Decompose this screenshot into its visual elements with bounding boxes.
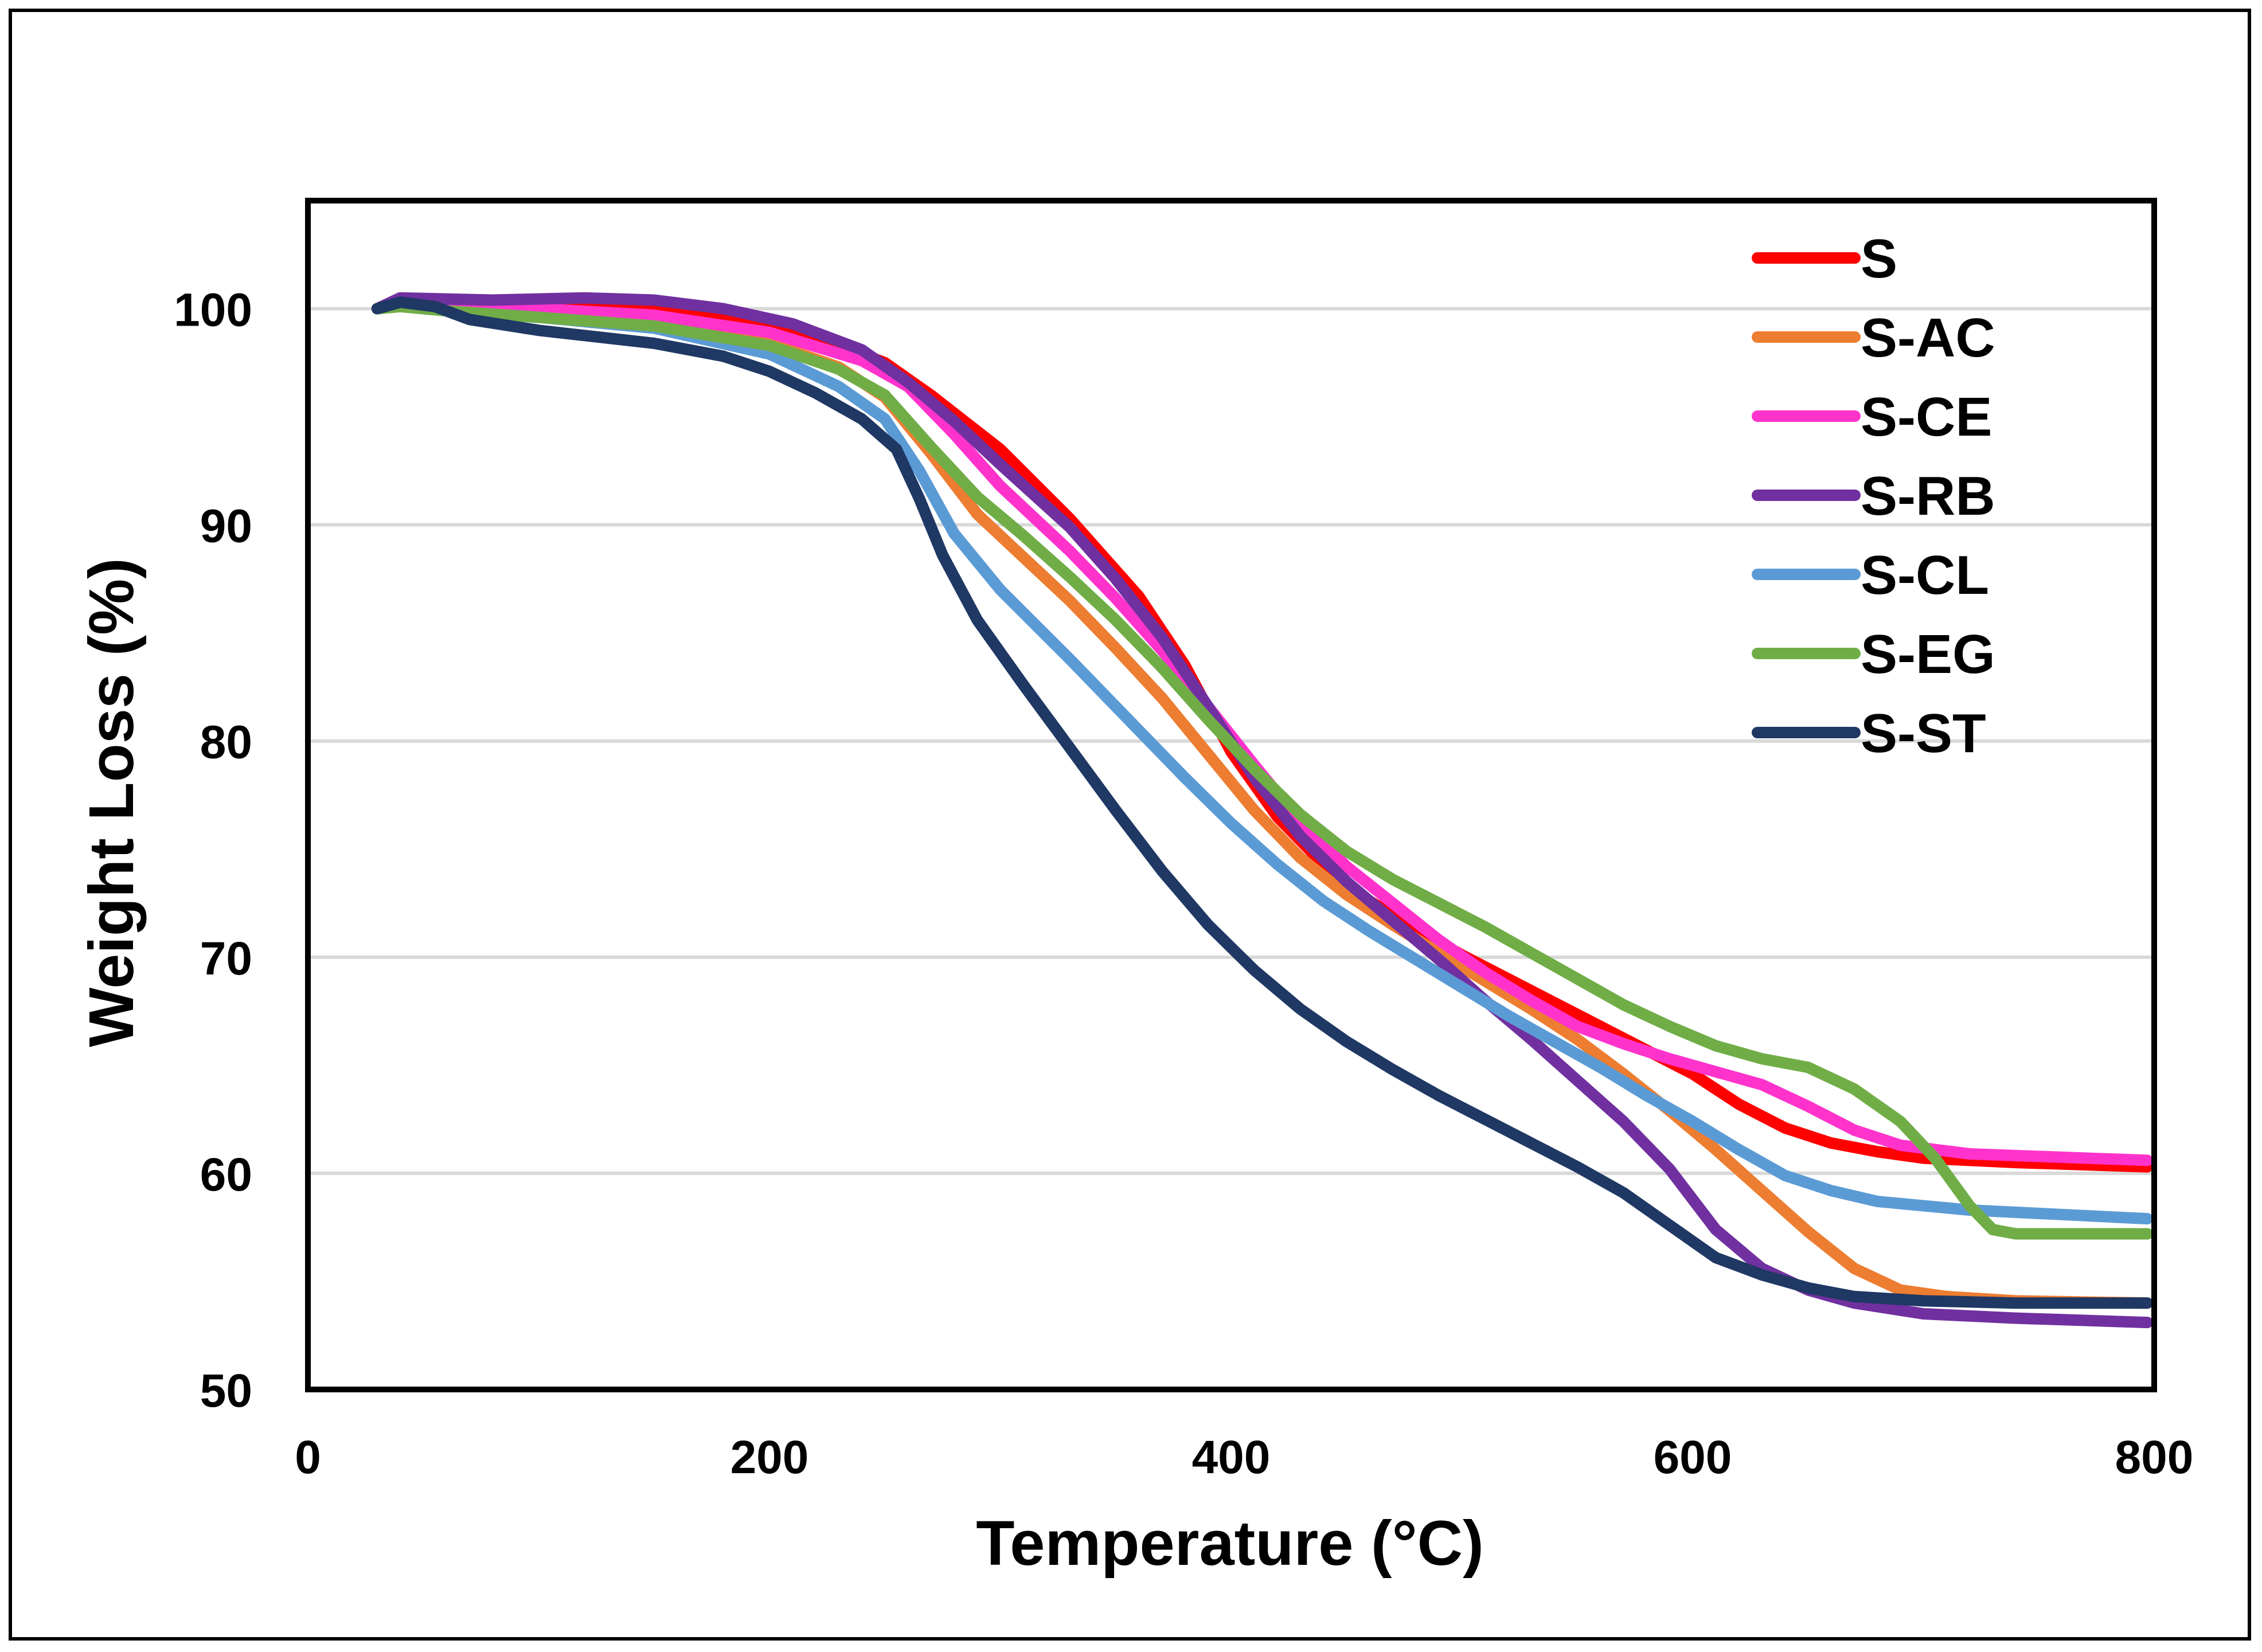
y-tick-labels: 50 60 70 80 90 100 — [174, 284, 252, 1417]
plot-area-border — [305, 198, 2157, 1392]
y-tick-label: 60 — [200, 1149, 252, 1201]
legend-label-s-rb: S-RB — [1861, 465, 1995, 527]
legend-label-s-eg: S-EG — [1861, 624, 1995, 685]
series-line-s-cl — [371, 299, 2153, 1225]
x-tick-label: 200 — [730, 1431, 809, 1483]
legend-label-s-st: S-ST — [1861, 703, 1986, 764]
y-tick-label: 90 — [200, 500, 252, 553]
x-tick-label: 600 — [1654, 1431, 1732, 1483]
x-tick-label: 800 — [2115, 1431, 2194, 1483]
y-tick-label: 70 — [200, 933, 252, 985]
legend-label-s: S — [1861, 228, 1897, 289]
series-line-s-eg — [371, 300, 2153, 1240]
legend: S S-AC S-CE S-RB S-CL S-EG S-ST — [1752, 228, 1995, 764]
series-line-s-rb — [371, 292, 2153, 1329]
x-axis-label: Temperature (°C) — [976, 1508, 1483, 1579]
y-tick-label: 80 — [200, 717, 252, 769]
legend-label-s-ac: S-AC — [1861, 307, 1995, 369]
x-tick-label: 0 — [295, 1431, 321, 1483]
legend-label-s-ce: S-CE — [1861, 386, 1992, 448]
series-lines — [371, 292, 2153, 1329]
legend-label-s-cl: S-CL — [1861, 545, 1989, 606]
x-tick-labels: 0 200 400 600 800 — [295, 1431, 2193, 1483]
y-tick-label: 100 — [174, 284, 252, 336]
x-tick-label: 400 — [1192, 1431, 1271, 1483]
series-line-s-st — [371, 296, 2153, 1309]
y-axis-label: Weight Loss (%) — [76, 558, 147, 1047]
y-tick-label: 50 — [200, 1365, 252, 1417]
